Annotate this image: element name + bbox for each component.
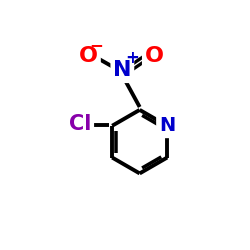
Text: N: N — [159, 116, 175, 135]
Text: N: N — [113, 60, 132, 80]
Text: O: O — [79, 46, 98, 66]
Text: −: − — [90, 36, 103, 54]
Text: O: O — [144, 46, 164, 66]
Text: Cl: Cl — [69, 114, 92, 134]
Text: +: + — [125, 50, 139, 68]
